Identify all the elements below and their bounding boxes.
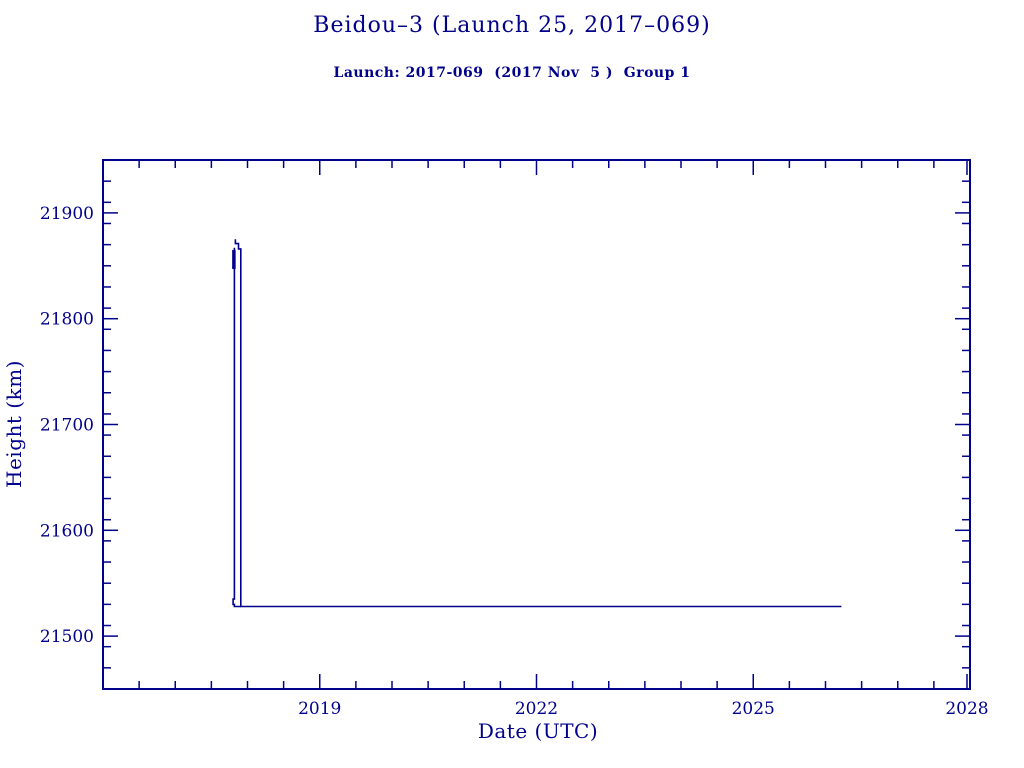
x-tick-label: 2025 [732,699,775,719]
chart-title: Beidou–3 (Launch 25, 2017–069) [313,13,711,38]
x-tick-label: 2019 [298,699,341,719]
y-axis-label: Height (km) [2,360,26,488]
x-axis-label: Date (UTC) [477,719,599,743]
y-tick-label: 21600 [40,521,94,541]
x-tick-label: 2022 [515,699,558,719]
chart-subtitle: Launch: 2017-069 (2017 Nov 5 ) Group 1 [333,65,691,81]
y-tick-label: 21800 [40,310,94,330]
y-tick-label: 21500 [40,627,94,647]
plot-frame [102,159,971,690]
y-tick-label: 21900 [40,204,94,224]
series-height-main-trace [234,239,842,608]
series-height-left-branch [232,247,241,608]
y-tick-label: 21700 [40,416,94,436]
x-tick-label: 2028 [945,699,988,719]
